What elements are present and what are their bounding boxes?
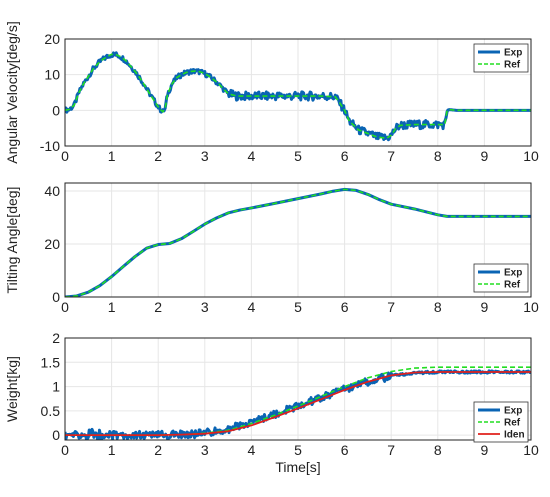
axes-frame — [64, 337, 532, 441]
x-tick-label: 6 — [341, 148, 349, 164]
x-tick-label: 8 — [434, 442, 442, 458]
x-tick-label: 2 — [154, 299, 162, 315]
x-tick-label: 10 — [523, 148, 539, 164]
x-tick-label: 0 — [61, 148, 69, 164]
x-axis-label: Time[s] — [275, 459, 320, 475]
x-tick-label: 9 — [481, 442, 489, 458]
y-tick-label: 10 — [44, 67, 60, 83]
y-tick-label: 1 — [52, 379, 60, 395]
y-axis-label: Weight[kg] — [4, 356, 20, 422]
y-tick-label: 20 — [44, 236, 60, 252]
axes-frame — [64, 182, 532, 298]
x-tick-label: 0 — [61, 442, 69, 458]
legend-label-iden: Iden — [504, 430, 525, 441]
x-tick-label: 10 — [523, 442, 539, 458]
legend-label-ref: Ref — [504, 418, 521, 429]
y-tick-label: 2 — [52, 330, 60, 346]
x-tick-label: 0 — [61, 299, 69, 315]
legend-label-exp: Exp — [504, 268, 522, 279]
x-tick-label: 8 — [434, 148, 442, 164]
legend-label-ref: Ref — [504, 280, 521, 291]
x-tick-label: 9 — [481, 148, 489, 164]
panel-2: 0 1 2 3 4 5 6 7 8 9 10 0 20 40 Tilting Angle[deg] ExpRe… — [4, 182, 539, 315]
x-tick-label: 9 — [481, 299, 489, 315]
series-line-ref — [65, 188, 531, 297]
x-tick-label: 2 — [154, 442, 162, 458]
x-tick-label: 1 — [108, 148, 116, 164]
x-tick-label: 5 — [294, 299, 302, 315]
x-tick-label: 4 — [248, 148, 256, 164]
series-line-iden — [65, 371, 531, 437]
x-tick-label: 6 — [341, 442, 349, 458]
y-tick-label: -10 — [40, 138, 60, 154]
axes-frame — [64, 38, 532, 147]
x-tick-label: 10 — [523, 299, 539, 315]
x-tick-label: 7 — [387, 442, 395, 458]
y-tick-label: 0 — [52, 289, 60, 305]
x-tick-label: 4 — [248, 299, 256, 315]
x-tick-label: 7 — [387, 299, 395, 315]
x-tick-label: 3 — [201, 299, 209, 315]
x-tick-label: 6 — [341, 299, 349, 315]
y-tick-label: 40 — [44, 183, 60, 199]
y-axis-label: Tilting Angle[deg] — [4, 187, 20, 294]
y-tick-label: 1.5 — [41, 354, 61, 370]
x-tick-label: 3 — [201, 442, 209, 458]
legend-label-ref: Ref — [504, 60, 521, 71]
x-tick-label: 5 — [294, 148, 302, 164]
legend-box — [473, 263, 529, 293]
x-tick-label: 4 — [248, 442, 256, 458]
x-tick-label: 5 — [294, 442, 302, 458]
y-tick-label: 0 — [52, 427, 60, 443]
x-tick-label: 3 — [201, 148, 209, 164]
x-tick-label: 1 — [108, 299, 116, 315]
legend-box — [473, 43, 529, 73]
y-tick-label: 20 — [44, 31, 60, 47]
legend-label-exp: Exp — [504, 48, 522, 59]
panel-3: 0 1 2 3 4 5 6 7 8 9 10 0 0.5 1 1.5 2 Weight[kg] Time[s] Ex… — [4, 330, 539, 475]
y-tick-label: 0 — [52, 102, 60, 118]
x-tick-label: 1 — [108, 442, 116, 458]
x-tick-label: 2 — [154, 148, 162, 164]
y-tick-label: 0.5 — [41, 403, 61, 419]
y-axis-label: Angular Velocity[deg/s] — [4, 21, 20, 163]
x-tick-label: 7 — [387, 148, 395, 164]
legend-label-exp: Exp — [504, 406, 522, 417]
x-tick-label: 8 — [434, 299, 442, 315]
